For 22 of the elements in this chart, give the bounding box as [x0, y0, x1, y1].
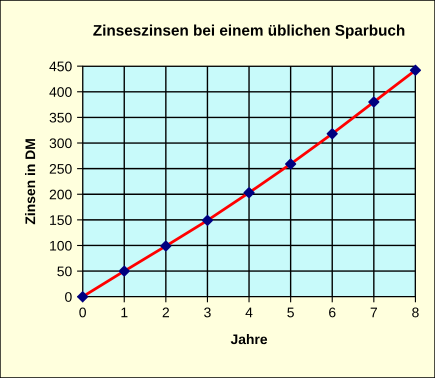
y-axis-title: Zinsen in DM: [25, 139, 36, 224]
y-tick-label: 0: [65, 292, 72, 302]
y-tick-label: 150: [50, 215, 72, 226]
x-tick-label: 0: [79, 308, 86, 318]
x-tick-label: 3: [204, 308, 211, 318]
y-tick-label: 350: [50, 112, 72, 123]
y-tick-label: 200: [50, 190, 72, 200]
y-tick-label: 450: [49, 61, 72, 72]
y-tick-label: 400: [49, 87, 72, 97]
y-tick-label: 250: [50, 164, 72, 174]
x-tick-label: 8: [412, 308, 419, 318]
x-axis-title: Jahre: [230, 334, 268, 344]
x-tick-label: 2: [162, 308, 170, 318]
y-tick-label: 50: [57, 266, 72, 276]
y-tick-label: 300: [50, 138, 72, 148]
chart-title: Zinseszinsen bei einem üblichen Sparbuch: [93, 24, 404, 39]
x-tick-label: 5: [287, 308, 294, 318]
x-tick-label: 7: [370, 308, 377, 318]
x-tick-label: 4: [245, 308, 252, 318]
x-tick-label: 1: [121, 308, 128, 318]
y-tick-label: 100: [50, 240, 72, 251]
x-tick-label: 6: [329, 308, 336, 318]
